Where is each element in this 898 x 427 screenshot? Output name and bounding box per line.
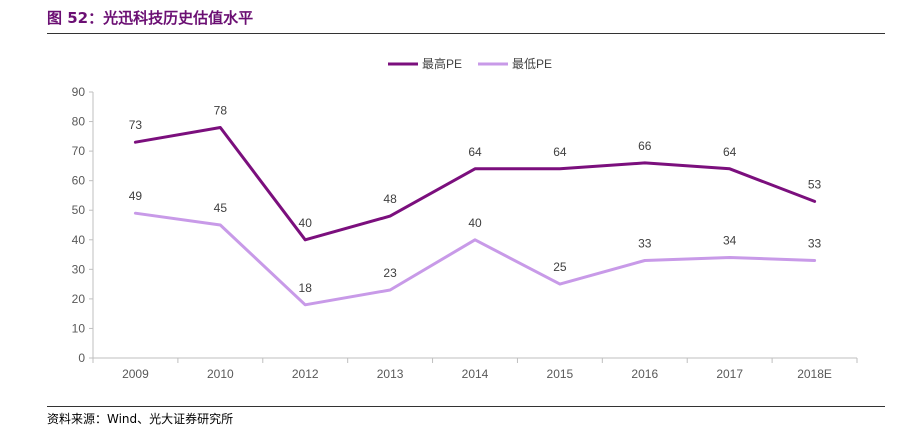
data-label: 34 xyxy=(723,234,737,248)
series-line-low-pe xyxy=(133,211,817,307)
data-label: 18 xyxy=(299,281,313,295)
y-tick-label: 20 xyxy=(72,292,86,306)
x-tick-label: 2013 xyxy=(377,367,404,381)
data-label: 23 xyxy=(383,266,397,280)
y-tick-label: 80 xyxy=(72,115,86,129)
series-line-high-pe xyxy=(133,126,817,242)
y-tick-label: 40 xyxy=(72,233,86,247)
data-label: 49 xyxy=(129,189,143,203)
x-tick-label: 2010 xyxy=(207,367,234,381)
data-label: 64 xyxy=(553,145,567,159)
legend-label: 最高PE xyxy=(422,56,462,71)
data-label: 48 xyxy=(383,192,397,206)
x-tick-label: 2017 xyxy=(716,367,743,381)
source-rule xyxy=(47,406,885,407)
x-tick-label: 2015 xyxy=(547,367,574,381)
figure-title: 图 52：光迅科技历史估值水平 xyxy=(47,9,254,27)
data-label: 33 xyxy=(808,236,822,250)
data-label: 45 xyxy=(214,201,228,215)
y-tick-label: 70 xyxy=(72,144,86,158)
data-label: 25 xyxy=(553,260,567,274)
y-tick-label: 30 xyxy=(72,262,86,276)
data-label: 40 xyxy=(299,216,313,230)
data-label: 64 xyxy=(468,145,482,159)
x-tick-label: 2018E xyxy=(797,367,832,381)
legend-label: 最低PE xyxy=(512,57,552,71)
x-tick-label: 2012 xyxy=(292,367,319,381)
title-rule xyxy=(47,33,885,34)
data-label: 78 xyxy=(214,103,228,117)
y-tick-label: 10 xyxy=(72,321,86,335)
x-tick-label: 2014 xyxy=(462,367,489,381)
y-tick-label: 90 xyxy=(72,85,86,99)
data-label: 66 xyxy=(638,139,652,153)
data-label: 73 xyxy=(129,118,143,132)
source-note: 资料来源：Wind、光大证券研究所 xyxy=(47,412,234,426)
data-label: 33 xyxy=(638,236,652,250)
x-tick-label: 2009 xyxy=(122,367,149,381)
y-tick-label: 50 xyxy=(72,203,86,217)
x-tick-label: 2016 xyxy=(631,367,658,381)
data-label: 40 xyxy=(468,216,482,230)
y-tick-label: 60 xyxy=(72,174,86,188)
data-label: 53 xyxy=(808,177,822,191)
data-label: 64 xyxy=(723,145,737,159)
y-tick-label: 0 xyxy=(78,351,85,365)
